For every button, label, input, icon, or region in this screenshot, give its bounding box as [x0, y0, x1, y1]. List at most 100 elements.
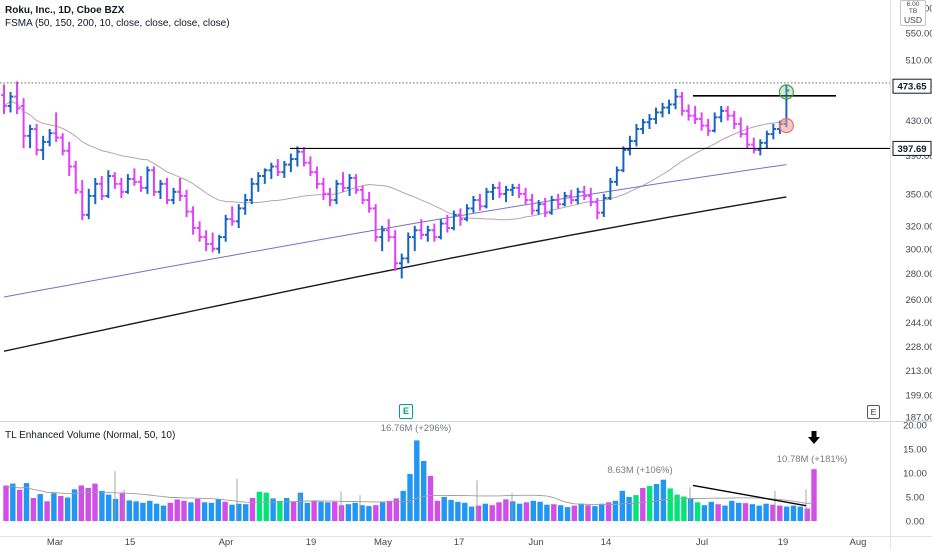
- price-bar: [509, 183, 516, 196]
- volume-bar: [729, 500, 735, 521]
- volume-bar: [571, 505, 577, 521]
- volume-bar: [51, 493, 57, 521]
- volume-legend[interactable]: TL Enhanced Volume (Normal, 50, 10): [5, 429, 175, 442]
- volume-bar: [414, 440, 420, 521]
- price-bar: [46, 128, 53, 147]
- pivot-highlight: [778, 118, 795, 134]
- volume-title: TL Enhanced Volume (Normal, 50, 10): [5, 430, 176, 441]
- price-bar: [190, 206, 196, 235]
- price-bar: [248, 177, 255, 205]
- volume-bar: [112, 498, 119, 521]
- volume-bar: [537, 501, 543, 521]
- volume-bar: [407, 474, 413, 521]
- price-bar: [385, 219, 392, 242]
- volume-bar: [311, 500, 317, 521]
- volume-bar: [516, 503, 523, 521]
- volume-bar: [58, 496, 64, 521]
- volume-annotation: 16.76M (+296%): [381, 423, 452, 434]
- price-bar: [216, 234, 222, 254]
- volume-bar: [667, 488, 673, 521]
- price-bar: [346, 174, 353, 196]
- price-bar: [235, 204, 242, 229]
- volume-bar: [592, 506, 598, 521]
- volume-bar: [694, 502, 701, 521]
- volume-bar: [393, 498, 399, 521]
- volume-bar: [633, 495, 639, 521]
- volume-bar: [318, 501, 324, 521]
- price-tick-label: 300.00: [905, 244, 932, 255]
- volume-bar: [770, 504, 776, 521]
- price-bar: [724, 106, 731, 121]
- events-icon[interactable]: E: [867, 405, 880, 419]
- volume-bar: [64, 497, 71, 521]
- price-bar: [698, 112, 705, 131]
- time-tick-label: 17: [454, 537, 465, 548]
- price-tick-label: 187.00: [905, 413, 932, 424]
- price-bar: [151, 166, 157, 196]
- volume-bar: [119, 493, 126, 521]
- volume-bar: [106, 494, 112, 521]
- price-bar: [40, 135, 46, 160]
- currency-toggle[interactable]: 6.00 TB USD: [900, 0, 926, 26]
- volume-bar: [523, 502, 530, 521]
- time-tick-label: 15: [125, 537, 136, 548]
- volume-bar: [811, 469, 817, 521]
- price-bar: [751, 137, 757, 154]
- volume-bar: [3, 485, 9, 521]
- volume-bar: [578, 504, 584, 521]
- price-bar: [379, 225, 385, 252]
- price-bar: [268, 162, 275, 179]
- volume-bar: [359, 505, 365, 521]
- price-label-low: 397.69: [892, 140, 932, 156]
- price-label-high-text: 473.65: [897, 82, 927, 93]
- price-bar: [353, 174, 359, 194]
- price-label-high-box: [892, 78, 932, 94]
- price-bar: [307, 156, 314, 177]
- price-tick-label: 244.00: [905, 318, 932, 329]
- volume-annotation: 8.63M (+106%): [607, 465, 672, 476]
- price-bar: [85, 188, 92, 220]
- price-bar: [490, 183, 496, 201]
- volume-bar: [557, 505, 564, 521]
- breakout-highlight: [778, 84, 795, 100]
- symbol-legend[interactable]: Roku, Inc., 1D, Cboe BZX: [5, 4, 124, 17]
- price-label-low-box: [892, 140, 932, 156]
- volume-bar: [366, 506, 372, 521]
- price-bar: [431, 223, 438, 242]
- price-bar: [72, 160, 79, 194]
- volume-annotation: 10.78M (+181%): [777, 454, 848, 465]
- volume-bar: [619, 490, 625, 521]
- price-bar: [327, 187, 333, 207]
- price-bar: [457, 208, 464, 226]
- price-tick-label: 280.00: [905, 269, 932, 280]
- price-bar: [242, 193, 249, 215]
- price-bar: [705, 118, 711, 136]
- volume-bar: [160, 505, 167, 521]
- price-bar: [757, 139, 764, 156]
- currency-extra: 6.00 TB: [906, 1, 920, 15]
- volume-bar: [756, 505, 762, 521]
- price-bar: [653, 107, 659, 124]
- volume-bar: [133, 501, 139, 521]
- volume-bar: [126, 500, 132, 521]
- volume-bar: [147, 500, 153, 521]
- volume-bar: [722, 505, 728, 521]
- volume-bar: [605, 502, 612, 521]
- price-bar: [672, 88, 679, 110]
- volume-bar: [379, 502, 386, 521]
- price-bar: [255, 172, 262, 192]
- volume-bar: [653, 484, 660, 521]
- volume-bar: [325, 502, 331, 521]
- indicator-legend[interactable]: FSMA (50, 150, 200, 10, close, close, cl…: [5, 17, 230, 30]
- volume-bar: [612, 500, 619, 521]
- price-bar: [33, 123, 40, 156]
- price-bar: [196, 221, 203, 242]
- price-bar: [620, 146, 627, 173]
- earnings-icon[interactable]: E: [399, 404, 413, 419]
- price-bar: [183, 189, 190, 217]
- volume-bar: [640, 487, 646, 521]
- volume-bar: [304, 502, 310, 521]
- time-tick-label: Jun: [528, 537, 543, 548]
